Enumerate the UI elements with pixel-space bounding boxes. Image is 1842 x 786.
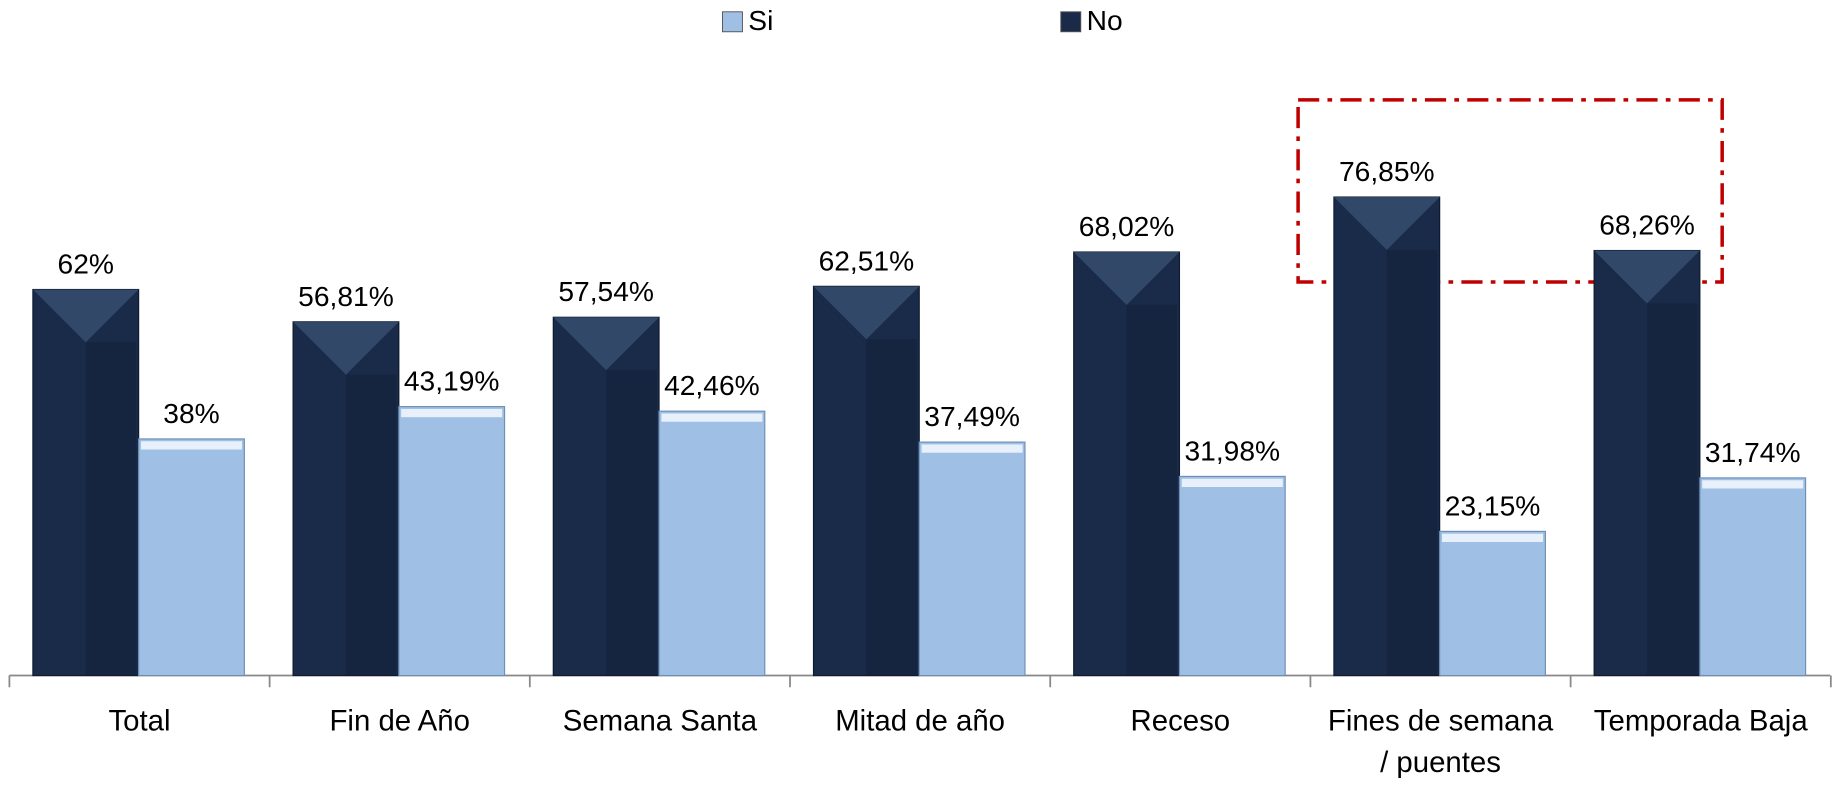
value-label: 31,74% — [1705, 436, 1801, 468]
bar — [658, 410, 766, 677]
bar-bevel — [293, 321, 399, 375]
bar-bevel — [1073, 252, 1180, 305]
bar — [1699, 477, 1807, 677]
x-tick-label-box: Fines de semana / puentes — [1327, 704, 1554, 779]
bar-shade — [85, 342, 137, 676]
x-tick-label-box: Temporada Baja — [1593, 704, 1808, 738]
value-label: 37,49% — [924, 400, 1020, 432]
bar — [292, 321, 400, 677]
x-tick-label: Mitad de año — [835, 704, 1006, 738]
x-tick-label: Receso — [1130, 704, 1231, 738]
bar-shade — [606, 370, 657, 676]
bar-shade — [1126, 304, 1178, 676]
bar — [1178, 475, 1286, 677]
bar-shade — [1386, 249, 1438, 676]
bar — [1073, 251, 1181, 677]
x-tick-label-box: Total — [108, 704, 171, 738]
bar — [812, 285, 920, 677]
bar-bevel — [1333, 197, 1440, 250]
bar-highlight — [401, 408, 503, 418]
legend-swatch — [1060, 11, 1082, 33]
x-tick-label: Temporada Baja — [1593, 704, 1808, 738]
bar-shade — [1646, 303, 1698, 676]
highlight-box — [1296, 98, 1724, 284]
value-label: 56,81% — [298, 280, 394, 312]
bar-highlight — [1702, 480, 1804, 489]
bar-highlight — [1441, 533, 1544, 542]
legend-label: Si — [748, 4, 773, 36]
legend-label: No — [1087, 4, 1123, 36]
bar-highlight — [921, 444, 1023, 453]
value-label: 68,02% — [1079, 210, 1175, 242]
bar — [1333, 196, 1441, 677]
value-label: 76,85% — [1339, 155, 1435, 187]
x-tick-label-box: Fin de Año — [329, 704, 470, 738]
x-tick-label-box: Semana Santa — [562, 704, 758, 738]
x-tick-label: Fines de semana / puentes — [1327, 704, 1554, 779]
value-label: 31,98% — [1185, 434, 1281, 466]
legend-swatch — [721, 11, 743, 33]
x-tick-label: Total — [108, 704, 171, 738]
bar-bevel — [813, 286, 920, 340]
bar-bevel — [1594, 250, 1700, 304]
x-tick-label: Fin de Año — [329, 704, 470, 738]
value-label: 57,54% — [558, 275, 654, 307]
bar — [398, 406, 506, 677]
value-label: 68,26% — [1599, 208, 1695, 240]
bar-highlight — [661, 413, 763, 422]
bar-highlight — [1181, 478, 1283, 487]
value-label: 38% — [163, 397, 219, 429]
value-label: 62,51% — [819, 244, 915, 276]
bar — [1439, 530, 1546, 677]
value-label: 62% — [58, 247, 114, 279]
bar-highlight — [140, 441, 242, 450]
x-tick-label-box: Receso — [1130, 704, 1231, 738]
value-label: 23,15% — [1445, 489, 1541, 521]
bar — [918, 441, 1026, 677]
value-label: 43,19% — [404, 365, 500, 397]
x-tick-label: Semana Santa — [562, 704, 758, 738]
bar-shade — [345, 374, 397, 676]
bar — [138, 438, 245, 677]
x-tick-label-box: Mitad de año — [835, 704, 1006, 738]
bar-shade — [866, 339, 917, 676]
value-label: 42,46% — [664, 369, 760, 401]
bar — [1593, 249, 1701, 677]
bar-bevel — [553, 317, 660, 371]
bar-bevel — [32, 289, 139, 343]
